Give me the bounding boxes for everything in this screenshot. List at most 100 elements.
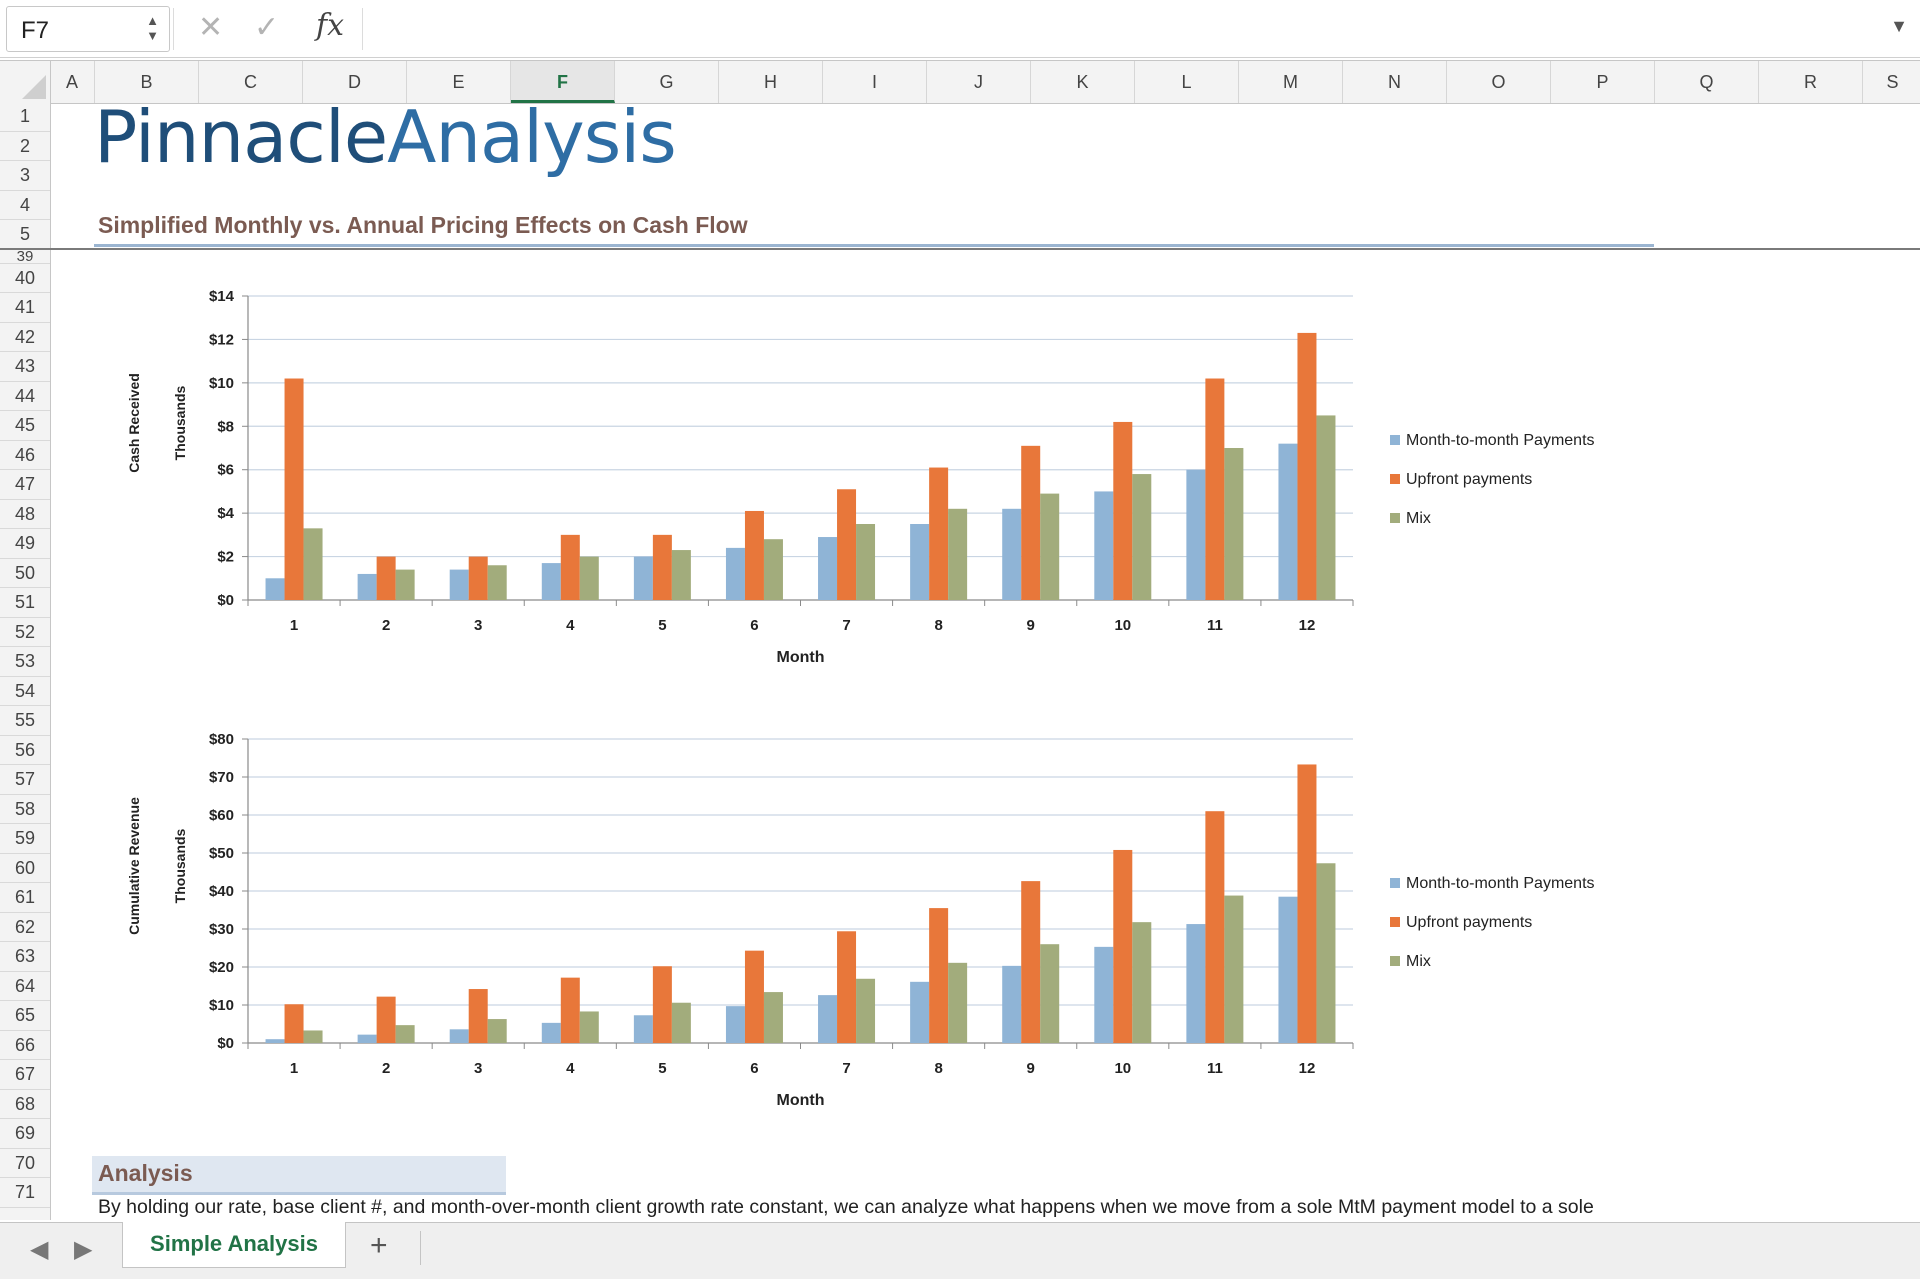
row-header-70[interactable]: 70	[0, 1149, 50, 1178]
chart-cumulative-revenue[interactable]: $0 $10 $20 $30 $40 $50 $60 $70 $80 1 2 3 4 5 6 7 8 9 10 11 1…	[110, 723, 1710, 1128]
column-header-c[interactable]: C	[199, 61, 303, 103]
bar-month-to-month-payments-11	[1186, 469, 1206, 600]
bar-upfront-payments-1	[284, 378, 304, 600]
column-header-f[interactable]: F	[511, 61, 615, 103]
row-header-50[interactable]: 50	[0, 559, 50, 588]
row-header-4[interactable]: 4	[0, 191, 50, 220]
column-header-a[interactable]: A	[50, 61, 95, 103]
bar-month-to-month-payments-8	[910, 981, 930, 1043]
legend-swatch	[1390, 917, 1400, 927]
row-header-62[interactable]: 62	[0, 913, 50, 942]
tab-simple-analysis[interactable]: Simple Analysis	[122, 1222, 346, 1268]
row-header-45[interactable]: 45	[0, 411, 50, 441]
x-tick-label: 2	[382, 617, 390, 634]
bar-mix-10	[1132, 474, 1152, 600]
row-header-48[interactable]: 48	[0, 500, 50, 529]
y-axis-label-units: Thousands	[172, 385, 188, 460]
row-header-5[interactable]: 5	[0, 220, 50, 250]
y-tick-label: $2	[217, 549, 234, 566]
select-all-corner[interactable]	[0, 61, 51, 103]
prev-sheet-icon[interactable]: ◀	[30, 1236, 49, 1263]
row-header-58[interactable]: 58	[0, 795, 50, 824]
row-header-47[interactable]: 47	[0, 470, 50, 500]
x-tick-label: 8	[934, 617, 942, 634]
row-header-39[interactable]: 39	[0, 249, 50, 264]
next-sheet-icon[interactable]: ▶	[74, 1236, 93, 1263]
column-header-g[interactable]: G	[615, 61, 719, 103]
row-header-55[interactable]: 55	[0, 706, 50, 736]
row-header-67[interactable]: 67	[0, 1060, 50, 1090]
row-header-1[interactable]: 1	[0, 102, 50, 132]
row-header-2[interactable]: 2	[0, 132, 50, 161]
name-box[interactable]: F7 ▲ ▼	[6, 6, 170, 52]
chevron-down-icon[interactable]: ▼	[1890, 16, 1908, 36]
column-header-q[interactable]: Q	[1655, 61, 1759, 103]
name-box-value: F7	[21, 17, 50, 44]
x-tick-label: 9	[1027, 1060, 1035, 1077]
cancel-icon[interactable]: ✕	[198, 11, 224, 44]
row-header-59[interactable]: 59	[0, 824, 50, 854]
row-header-60[interactable]: 60	[0, 854, 50, 883]
row-header-63[interactable]: 63	[0, 942, 50, 972]
legend-label: Upfront payments	[1406, 471, 1532, 488]
x-tick-label: 1	[290, 1060, 298, 1077]
column-header-l[interactable]: L	[1135, 61, 1239, 103]
column-header-m[interactable]: M	[1239, 61, 1343, 103]
name-box-spinner-icon[interactable]: ▲ ▼	[146, 13, 159, 43]
row-header-71[interactable]: 71	[0, 1178, 50, 1208]
row-header-49[interactable]: 49	[0, 529, 50, 559]
row-header-65[interactable]: 65	[0, 1001, 50, 1031]
row-header-54[interactable]: 54	[0, 677, 50, 706]
column-header-d[interactable]: D	[303, 61, 407, 103]
insert-function-icon[interactable]: fx	[316, 8, 345, 43]
row-header-43[interactable]: 43	[0, 352, 50, 382]
column-header-i[interactable]: I	[823, 61, 927, 103]
column-header-s[interactable]: S	[1863, 61, 1920, 103]
row-header-56[interactable]: 56	[0, 736, 50, 765]
add-sheet-icon[interactable]: +	[370, 1229, 388, 1262]
formula-input[interactable]	[370, 6, 1870, 50]
row-header-52[interactable]: 52	[0, 618, 50, 647]
x-tick-label: 10	[1114, 617, 1131, 634]
bar-month-to-month-payments-5	[633, 556, 653, 600]
bar-month-to-month-payments-9	[1002, 965, 1022, 1043]
enter-icon[interactable]: ✓	[254, 11, 280, 44]
column-header-r[interactable]: R	[1759, 61, 1863, 103]
x-tick-label: 7	[842, 1060, 850, 1077]
row-header-41[interactable]: 41	[0, 293, 50, 323]
column-header-b[interactable]: B	[95, 61, 199, 103]
y-tick-label: $6	[217, 462, 234, 479]
column-header-j[interactable]: J	[927, 61, 1031, 103]
bar-month-to-month-payments-3	[449, 569, 469, 600]
row-header-68[interactable]: 68	[0, 1090, 50, 1119]
chart-cash-received[interactable]: $0 $2 $4 $6 $8 $10 $12 $14 1 2 3 4 5 6 7 8 9 10 11 12 Month C…	[110, 280, 1710, 685]
column-header-n[interactable]: N	[1343, 61, 1447, 103]
column-header-o[interactable]: O	[1447, 61, 1551, 103]
bar-mix-6	[763, 992, 783, 1043]
row-header-64[interactable]: 64	[0, 972, 50, 1001]
bar-upfront-payments-3	[468, 556, 488, 600]
bar-month-to-month-payments-4	[541, 1022, 561, 1043]
y-tick-label: $10	[209, 997, 234, 1014]
legend-label: Mix	[1406, 953, 1431, 970]
row-header-44[interactable]: 44	[0, 382, 50, 411]
analysis-title: Analysis	[98, 1160, 193, 1186]
bar-mix-5	[671, 1002, 691, 1043]
column-header-k[interactable]: K	[1031, 61, 1135, 103]
row-header: 1 2 3 4 5 39 40 41 42 43 44 45 46 47 48 49 50 51 52 53 54 55 5…	[0, 102, 51, 1220]
row-header-69[interactable]: 69	[0, 1119, 50, 1149]
tab-divider	[420, 1231, 421, 1265]
row-header-53[interactable]: 53	[0, 647, 50, 677]
row-header-66[interactable]: 66	[0, 1031, 50, 1060]
analysis-header-bg	[92, 1156, 506, 1195]
row-header-40[interactable]: 40	[0, 264, 50, 293]
row-header-57[interactable]: 57	[0, 765, 50, 795]
column-header-p[interactable]: P	[1551, 61, 1655, 103]
row-header-46[interactable]: 46	[0, 441, 50, 470]
column-header-h[interactable]: H	[719, 61, 823, 103]
row-header-42[interactable]: 42	[0, 323, 50, 352]
row-header-3[interactable]: 3	[0, 161, 50, 191]
row-header-61[interactable]: 61	[0, 883, 50, 913]
row-header-51[interactable]: 51	[0, 588, 50, 618]
column-header-e[interactable]: E	[407, 61, 511, 103]
